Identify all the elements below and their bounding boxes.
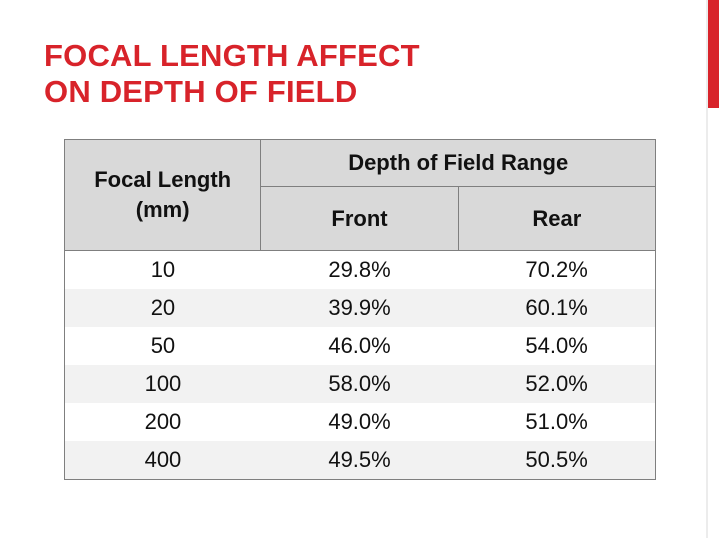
cell-rear: 52.0% — [458, 365, 657, 403]
cell-focal-length: 100 — [63, 365, 261, 403]
cell-focal-length: 200 — [63, 403, 261, 441]
table-body: 10 29.8% 70.2% 20 39.9% 60.1% 50 46.0% 5… — [63, 250, 657, 480]
table-row: 10 29.8% 70.2% — [63, 250, 657, 289]
cell-front: 39.9% — [260, 289, 459, 327]
cell-focal-length: 400 — [63, 441, 261, 480]
slide-right-edge — [706, 0, 708, 538]
cell-rear: 70.2% — [458, 250, 657, 289]
header-depth-of-field-range: Depth of Field Range — [260, 139, 656, 187]
table-row: 400 49.5% 50.5% — [63, 441, 657, 480]
cell-front: 29.8% — [328, 257, 391, 282]
table-row: 200 49.0% 51.0% — [63, 403, 657, 441]
header-focal-length: Focal Length (mm) — [63, 139, 262, 251]
slide-title: FOCAL LENGTH AFFECT ON DEPTH OF FIELD — [44, 38, 420, 110]
cell-front: 46.0% — [328, 333, 391, 358]
table-row: 50 46.0% 54.0% — [63, 327, 657, 365]
header-front: Front — [260, 186, 459, 251]
depth-of-field-table: Focal Length (mm) Depth of Field Range F… — [63, 139, 657, 480]
cell-rear: 51.0% — [458, 403, 657, 441]
cell-rear: 50.5% — [458, 441, 657, 480]
cell-focal-length: 10 — [63, 250, 261, 289]
table-row: 100 58.0% 52.0% — [63, 365, 657, 403]
table-row: 20 39.9% 60.1% — [63, 289, 657, 327]
cell-focal-length: 20 — [63, 289, 261, 327]
slide-title-line-1: FOCAL LENGTH AFFECT — [44, 38, 420, 73]
cell-rear: 60.1% — [458, 289, 657, 327]
cell-focal-length: 50 — [63, 327, 261, 365]
header-rear: Rear — [457, 186, 657, 251]
cell-front: 49.0% — [328, 409, 391, 434]
cell-front: 58.0% — [260, 365, 459, 403]
cell-rear: 54.0% — [458, 327, 657, 365]
slide-title-line-2: ON DEPTH OF FIELD — [44, 74, 358, 109]
cell-front: 49.5% — [260, 441, 459, 480]
slide-accent-bar — [708, 0, 719, 108]
